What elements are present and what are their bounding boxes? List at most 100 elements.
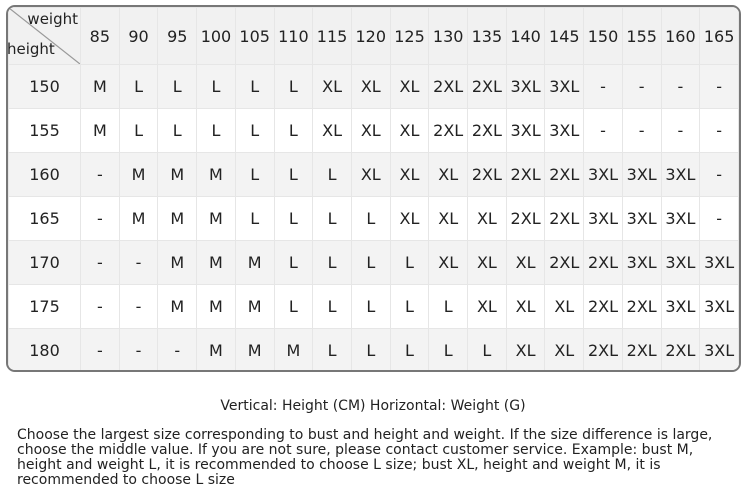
size-cell: - bbox=[80, 284, 120, 329]
size-cell: - bbox=[621, 108, 662, 153]
size-cell: XL bbox=[467, 196, 507, 241]
size-cell: 2XL bbox=[467, 152, 507, 197]
size-cell: 3XL bbox=[621, 196, 662, 241]
size-cell: - bbox=[583, 108, 623, 153]
size-cell: 2XL bbox=[621, 284, 662, 329]
size-cell: XL bbox=[505, 328, 546, 370]
size-table: weight height 85 90 95 100 105 110 115 120 125 13… bbox=[7, 7, 739, 370]
size-cell: - bbox=[660, 108, 701, 153]
size-cell: - bbox=[118, 328, 159, 370]
size-cell: XL bbox=[467, 240, 507, 285]
size-cell: 3XL bbox=[660, 240, 701, 285]
size-cell: M bbox=[118, 152, 159, 197]
size-cell: XL bbox=[505, 240, 546, 285]
weight-header: 150 bbox=[583, 7, 623, 65]
height-header: 175 bbox=[8, 284, 81, 329]
size-cell: L bbox=[234, 64, 275, 109]
size-cell: XL bbox=[428, 240, 469, 285]
size-cell: XL bbox=[389, 108, 430, 153]
size-cell: L bbox=[273, 284, 314, 329]
size-cell: - bbox=[583, 64, 623, 109]
size-cell: XL bbox=[350, 64, 391, 109]
table-row: 180- - - M M M L L L L L XL XL 2XL 2XL 2XL 3XL bbox=[8, 328, 739, 370]
size-cell: - bbox=[80, 196, 120, 241]
size-cell: L bbox=[428, 284, 469, 329]
size-cell: L bbox=[273, 240, 314, 285]
size-cell: 3XL bbox=[699, 328, 739, 370]
weight-header: 145 bbox=[544, 7, 585, 65]
size-cell: 2XL bbox=[660, 328, 701, 370]
size-cell: M bbox=[157, 152, 198, 197]
size-cell: - bbox=[660, 64, 701, 109]
size-cell: XL bbox=[544, 328, 585, 370]
size-cell: L bbox=[312, 328, 352, 370]
size-cell: 2XL bbox=[621, 328, 662, 370]
size-cell: L bbox=[389, 284, 430, 329]
caption: Vertical: Height (CM) Horizontal: Weight… bbox=[220, 398, 526, 414]
size-cell: 3XL bbox=[544, 64, 585, 109]
weight-header: 100 bbox=[196, 7, 236, 65]
size-cell: 3XL bbox=[505, 64, 546, 109]
size-cell: L bbox=[312, 240, 352, 285]
size-cell: XL bbox=[350, 152, 391, 197]
size-cell: L bbox=[234, 108, 275, 153]
weight-header: 165 bbox=[699, 7, 739, 65]
size-cell: L bbox=[389, 240, 430, 285]
size-cell: - bbox=[699, 196, 739, 241]
size-cell: L bbox=[118, 64, 159, 109]
size-cell: 2XL bbox=[583, 328, 623, 370]
size-cell: 3XL bbox=[699, 284, 739, 329]
size-cell: - bbox=[118, 284, 159, 329]
weight-header: 110 bbox=[273, 7, 314, 65]
size-cell: - bbox=[699, 152, 739, 197]
size-cell: L bbox=[234, 196, 275, 241]
weight-header: 115 bbox=[312, 7, 352, 65]
table-row: 170- - M M M L L L L XL XL XL 2XL 2XL 3XL 3XL 3XL bbox=[8, 240, 739, 285]
weight-header: 140 bbox=[505, 7, 546, 65]
size-cell: L bbox=[350, 196, 391, 241]
size-cell: - bbox=[699, 108, 739, 153]
size-cell: 2XL bbox=[583, 284, 623, 329]
size-cell: 2XL bbox=[544, 152, 585, 197]
size-cell: L bbox=[118, 108, 159, 153]
size-cell: 3XL bbox=[660, 152, 701, 197]
size-cell: L bbox=[273, 64, 314, 109]
size-cell: 3XL bbox=[699, 240, 739, 285]
height-header: 170 bbox=[8, 240, 81, 285]
size-cell: - bbox=[621, 64, 662, 109]
size-cell: L bbox=[389, 328, 430, 370]
size-cell: M bbox=[157, 196, 198, 241]
size-cell: 2XL bbox=[467, 108, 507, 153]
weight-header: 120 bbox=[350, 7, 391, 65]
size-cell: XL bbox=[312, 108, 352, 153]
size-cell: 2XL bbox=[428, 64, 469, 109]
size-cell: M bbox=[234, 328, 275, 370]
size-cell: 3XL bbox=[660, 284, 701, 329]
table-row: 155 M L L L L L XL XL XL 2XL 2XL 3XL 3XL - - - - bbox=[8, 108, 739, 153]
size-cell: - bbox=[80, 328, 120, 370]
size-cell: M bbox=[273, 328, 314, 370]
size-cell: 2XL bbox=[428, 108, 469, 153]
size-cell: 2XL bbox=[583, 240, 623, 285]
size-cell: L bbox=[273, 152, 314, 197]
size-cell: L bbox=[157, 108, 198, 153]
size-cell: XL bbox=[467, 284, 507, 329]
size-cell: L bbox=[312, 152, 352, 197]
height-axis-label: height bbox=[7, 40, 55, 58]
size-cell: 2XL bbox=[505, 196, 546, 241]
size-cell: L bbox=[350, 240, 391, 285]
size-note: Choose the largest size corresponding to… bbox=[17, 427, 713, 488]
size-cell: L bbox=[312, 196, 352, 241]
size-cell: XL bbox=[389, 196, 430, 241]
table-row: 165- M M M L L L L XL XL XL 2XL 2XL 3XL 3XL 3XL - bbox=[8, 196, 739, 241]
size-cell: M bbox=[157, 240, 198, 285]
size-cell: 3XL bbox=[660, 196, 701, 241]
size-cell: L bbox=[350, 284, 391, 329]
weight-header: 90 bbox=[118, 7, 159, 65]
size-cell: L bbox=[312, 284, 352, 329]
height-header: 160 bbox=[8, 152, 81, 197]
header-row: weight height 85 90 95 100 105 110 115 120 125 13… bbox=[7, 7, 739, 65]
size-cell: L bbox=[196, 108, 236, 153]
size-cell: M bbox=[80, 64, 120, 109]
height-header: 150 bbox=[8, 64, 81, 109]
